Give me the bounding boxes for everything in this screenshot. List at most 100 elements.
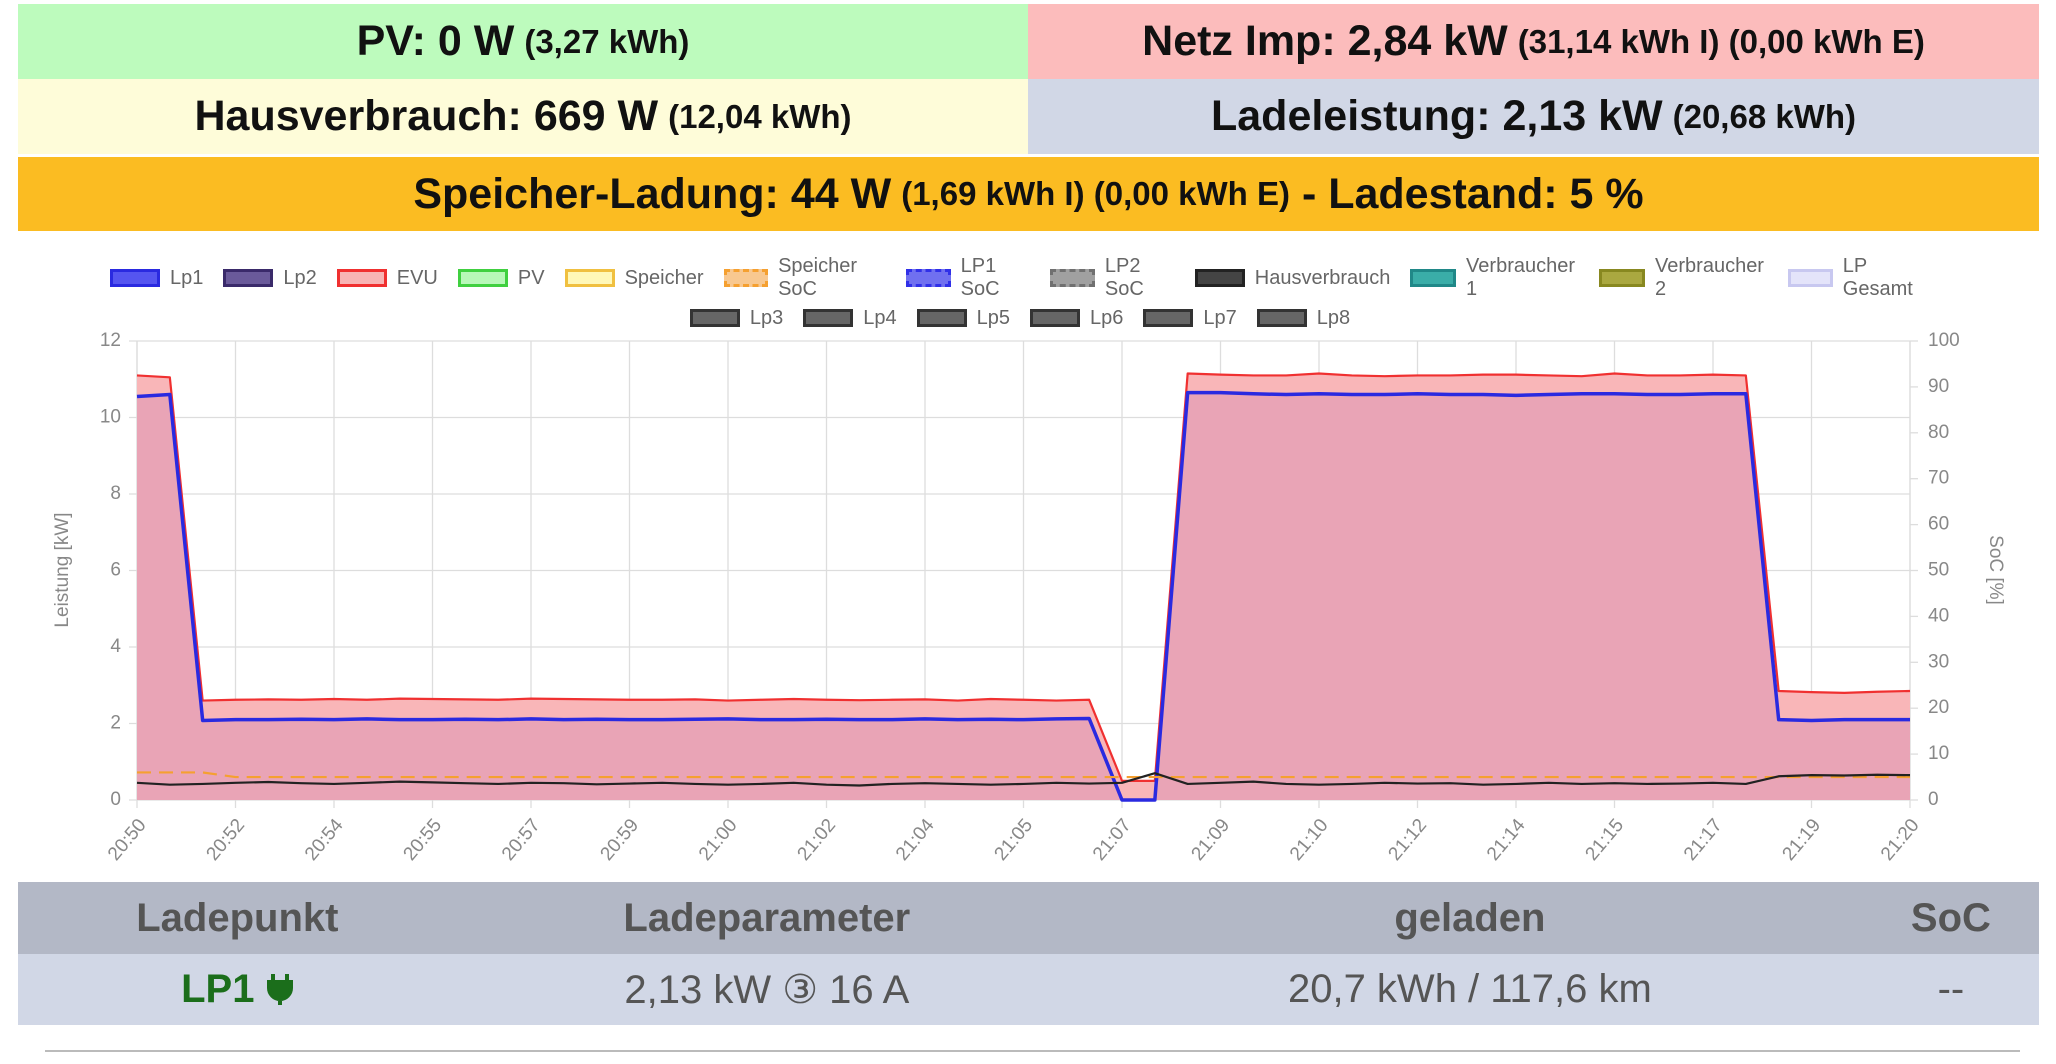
y2-tick-label: 0 — [1928, 789, 1939, 810]
legend-item[interactable]: EVU — [336, 266, 438, 290]
y2-tick-label: 20 — [1928, 697, 1949, 718]
legend-label: Hausverbrauch — [1254, 266, 1391, 289]
legend-swatch — [1194, 269, 1245, 287]
charging-value: Ladeleistung: 2,13 kW — [1211, 92, 1663, 140]
x-tick-label: 21:19 — [1779, 815, 1826, 865]
divider — [45, 1050, 2020, 1052]
series-line — [137, 771, 1910, 779]
legend-swatch — [1050, 269, 1095, 287]
soc: -- — [1862, 954, 2039, 1025]
x-tick-label: 21:12 — [1385, 815, 1432, 865]
x-tick-label: 21:20 — [1877, 815, 1924, 865]
legend-row: Lp3 Lp4 Lp5 Lp6 Lp7 Lp8 — [100, 298, 1940, 338]
y-tick-label: 4 — [110, 636, 121, 657]
legend-item[interactable]: LP1 SoC — [906, 255, 1030, 301]
legend-label: Lp6 — [1090, 306, 1124, 329]
battery-value: Speicher-Ladung: 44 W — [413, 169, 892, 218]
x-tick-label: 21:04 — [892, 815, 939, 865]
x-tick-label: 21:14 — [1483, 815, 1530, 865]
col-header: SoC — [1862, 882, 2039, 954]
y2-tick-label: 10 — [1928, 743, 1949, 764]
legend-swatch — [223, 269, 274, 287]
legend-label: EVU — [396, 266, 438, 289]
legend-item[interactable]: Speicher — [564, 266, 704, 290]
legend-item[interactable]: PV — [457, 266, 545, 290]
legend-swatch — [803, 309, 854, 327]
legend-swatch — [457, 269, 508, 287]
legend-item[interactable]: Lp3 — [689, 306, 784, 330]
charge-point-name: LP1 — [181, 967, 255, 1011]
plug-icon — [266, 974, 293, 1005]
y2-axis-label: SoC [%] — [1985, 535, 2006, 605]
y-axis-label: Leistung [kW] — [52, 512, 73, 627]
x-tick-label: 20:54 — [301, 815, 348, 865]
legend-label: Lp2 — [283, 266, 317, 289]
col-header: Ladepunkt — [18, 882, 457, 954]
legend-item[interactable]: Lp5 — [916, 306, 1010, 330]
legend-label: Speicher — [624, 266, 704, 289]
y2-tick-label: 30 — [1928, 651, 1949, 672]
legend-item[interactable]: Lp4 — [803, 307, 897, 330]
charge-point[interactable]: LP1 — [18, 954, 457, 1025]
legend-item[interactable]: Lp7 — [1143, 306, 1237, 330]
x-tick-label: 20:52 — [203, 815, 250, 865]
legend-label: LP2 SoC — [1104, 255, 1144, 300]
legend-item[interactable]: Verbraucher 1 — [1410, 255, 1579, 301]
x-tick-label: 20:55 — [400, 815, 447, 865]
x-tick-label: 20:59 — [597, 815, 644, 865]
y2-tick-label: 80 — [1928, 422, 1949, 443]
legend-label: LP Gesamt — [1842, 255, 1913, 300]
y2-tick-label: 90 — [1928, 376, 1949, 397]
legend-swatch — [1030, 309, 1080, 327]
area — [137, 392, 1910, 800]
chart: Leistung [kW] SoC [%] 0 2 4 6 8 10 12 0 10 20 30 40… — [52, 330, 2006, 865]
battery-detail: (1,69 kWh I) (0,00 kWh E) — [901, 175, 1290, 212]
pv-box: PV: 0 W (3,27 kWh) — [18, 4, 1028, 79]
legend-item[interactable]: Lp1 — [110, 267, 203, 290]
legend-swatch — [1788, 269, 1833, 287]
y-tick-label: 2 — [110, 713, 121, 734]
legend-swatch — [916, 309, 967, 327]
x-tick-label: 20:57 — [498, 815, 545, 865]
table-header: Ladepunkt Ladeparameter geladen SoC — [18, 882, 2039, 954]
legend-label: Lp5 — [976, 306, 1010, 329]
legend-swatch — [689, 309, 740, 327]
x-tick-label: 21:05 — [991, 815, 1038, 865]
y-tick-label: 0 — [110, 789, 121, 810]
y2-tick-label: 40 — [1928, 605, 1949, 626]
grid-box: Netz Imp: 2,84 kW (31,14 kWh I) (0,00 kWh… — [1028, 4, 2039, 79]
legend-item[interactable]: Verbraucher 2 — [1599, 255, 1768, 301]
legend-item[interactable]: LP Gesamt — [1788, 255, 1930, 301]
charging-box: Ladeleistung: 2,13 kW (20,68 kWh) — [1028, 79, 2039, 154]
col-header: geladen — [1076, 882, 1863, 954]
y-tick-label: 10 — [100, 407, 121, 428]
legend-item[interactable]: Lp8 — [1256, 306, 1351, 330]
legend-label: Lp8 — [1316, 306, 1351, 329]
legend-label: Lp3 — [749, 306, 784, 329]
legend-swatch — [110, 269, 160, 287]
legend-swatch — [723, 269, 769, 287]
house-value: Hausverbrauch: 669 W — [194, 92, 659, 140]
grid-detail: (31,14 kWh I) (0,00 kWh E) — [1517, 22, 1925, 60]
legend-item[interactable]: Lp2 — [223, 266, 317, 290]
legend-swatch — [1143, 309, 1194, 327]
x-tick-label: 21:07 — [1089, 815, 1136, 865]
pv-detail: (3,27 kWh) — [524, 22, 690, 60]
legend-label: Lp7 — [1203, 306, 1237, 329]
house-detail: (12,04 kWh) — [668, 97, 852, 135]
legend-item[interactable]: Hausverbrauch — [1194, 266, 1391, 290]
charged: 20,7 kWh / 117,6 km — [1076, 954, 1863, 1025]
legend-label: PV — [517, 266, 545, 289]
legend-item[interactable]: Speicher SoC — [723, 255, 887, 301]
y-tick-label: 12 — [100, 330, 121, 351]
legend-item[interactable]: LP2 SoC — [1050, 255, 1174, 301]
y2-tick-label: 50 — [1928, 560, 1949, 581]
legend-swatch — [906, 269, 951, 287]
legend-label: LP1 SoC — [960, 255, 1000, 300]
legend-label: Lp1 — [170, 266, 204, 289]
legend-item[interactable]: Lp6 — [1030, 307, 1123, 330]
y2-tick-label: 60 — [1928, 514, 1949, 535]
legend-row: Lp1 Lp2 EVU PV Speicher Speicher SoC LP1 SoC LP… — [100, 255, 1940, 301]
legend: Lp1 Lp2 EVU PV Speicher Speicher SoC LP1 SoC LP… — [100, 255, 1940, 338]
